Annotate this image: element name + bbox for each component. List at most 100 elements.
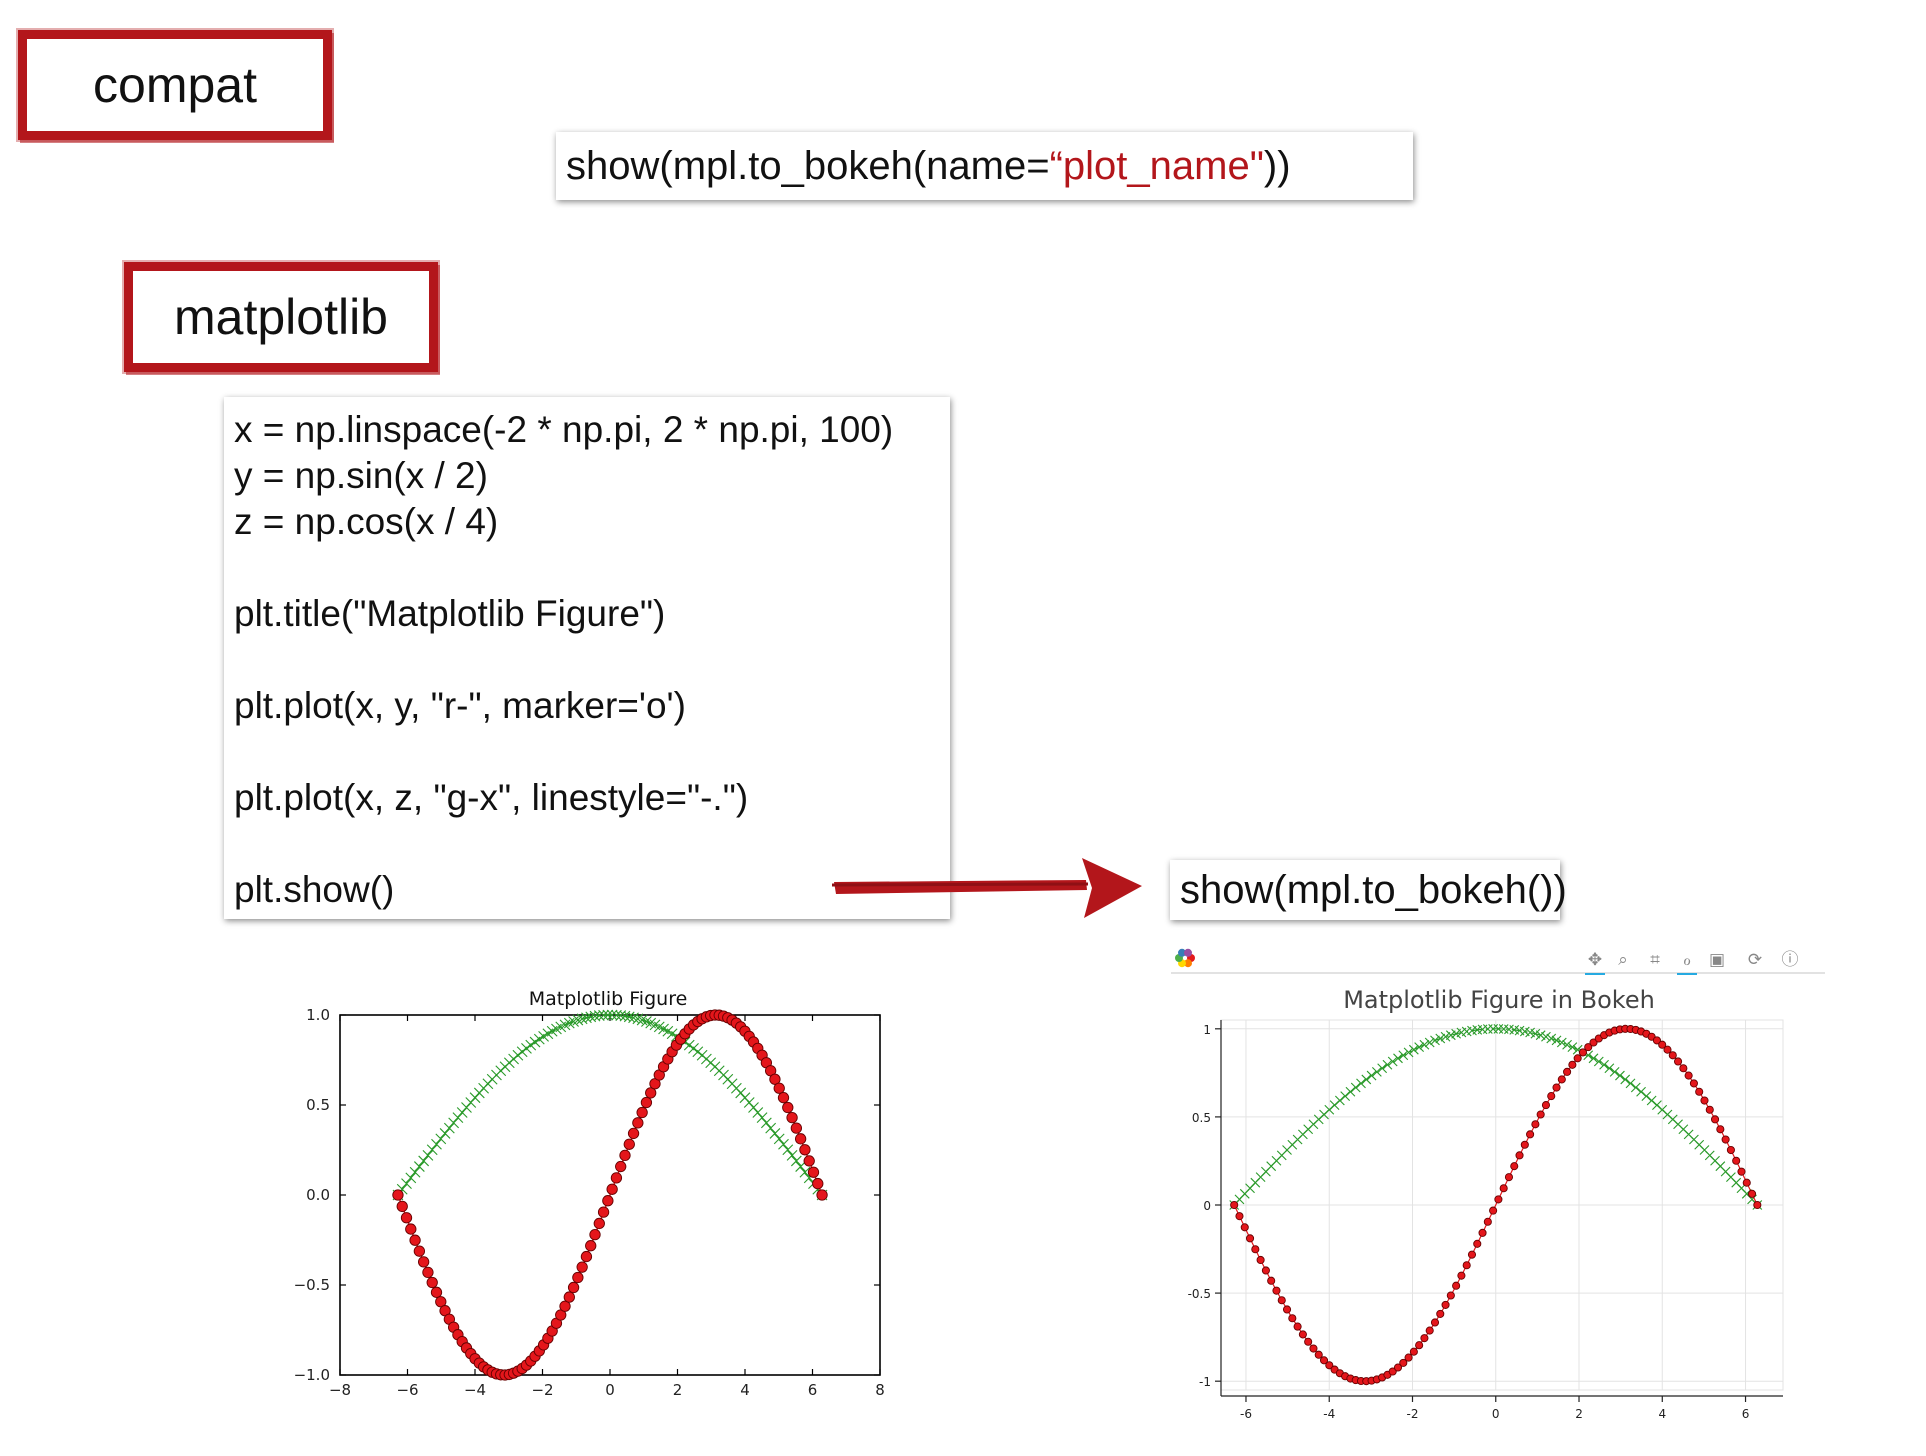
wheel-zoom-icon[interactable]: ⌕: [1618, 950, 1628, 970]
data-point-red: [1753, 1200, 1762, 1210]
matplotlib-label: matplotlib: [124, 262, 438, 372]
data-point-green: [1535, 1030, 1546, 1041]
data-point-green: [1599, 1059, 1609, 1070]
box-zoom-icon[interactable]: ⌗: [1650, 950, 1660, 970]
y-tick-label: -0.5: [1188, 1287, 1211, 1301]
data-point-red: [589, 1229, 601, 1241]
data-point-green: [418, 1155, 430, 1167]
data-point-red: [1499, 1184, 1508, 1193]
arrow-icon: [831, 858, 1142, 918]
data-point-red: [645, 1087, 657, 1099]
compat-label-text: compat: [93, 57, 257, 113]
x-tick-label: 2: [673, 1381, 683, 1399]
x-tick-label: 0: [1492, 1407, 1500, 1421]
data-point-green: [1625, 1078, 1636, 1089]
data-point-green: [401, 1178, 412, 1189]
data-point-red: [1319, 1356, 1329, 1365]
data-point-green: [786, 1149, 798, 1161]
data-point-red: [435, 1296, 447, 1308]
data-point-red: [803, 1155, 815, 1167]
data-point-red: [1309, 1344, 1318, 1353]
data-point-red: [1726, 1145, 1735, 1155]
data-point-red: [1689, 1079, 1698, 1088]
data-point-green: [598, 1009, 609, 1021]
data-point-red: [1245, 1234, 1255, 1243]
data-point-green: [1556, 1037, 1567, 1048]
code-line: plt.title("Matplotlib Figure"): [234, 593, 666, 634]
data-point-green: [1588, 1053, 1599, 1064]
pan-icon[interactable]: ✥: [1588, 950, 1602, 970]
data-point-red: [1652, 1036, 1661, 1045]
data-point-green: [773, 1133, 785, 1145]
data-point-green: [422, 1149, 434, 1161]
refresh-icon[interactable]: ⟳: [1748, 950, 1762, 970]
data-point-red: [1267, 1276, 1276, 1285]
data-point-red: [405, 1223, 417, 1235]
data-point-red: [1235, 1212, 1244, 1221]
data-point-red: [1489, 1206, 1498, 1215]
x-tick-label: 4: [740, 1381, 750, 1399]
data-point-green: [760, 1117, 772, 1129]
data-point-red: [1261, 1266, 1270, 1275]
data-point-green: [1356, 1078, 1366, 1089]
y-tick-label: −0.5: [294, 1276, 330, 1294]
data-point-red: [1272, 1286, 1281, 1295]
data-point-red: [1251, 1245, 1260, 1254]
data-point-green: [1615, 1070, 1625, 1081]
data-point-green: [1334, 1095, 1345, 1106]
data-point-green: [1419, 1039, 1430, 1050]
data-point-green: [1382, 1059, 1393, 1070]
data-point-green: [568, 1016, 579, 1027]
data-point-green: [1609, 1066, 1620, 1077]
data-point-red: [1710, 1115, 1720, 1124]
data-point-green: [443, 1122, 455, 1134]
data-point-red: [1314, 1350, 1323, 1359]
data-point-green: [439, 1128, 451, 1139]
data-point-green: [426, 1144, 438, 1156]
data-point-green: [1630, 1082, 1641, 1093]
data-point-red: [1388, 1367, 1397, 1376]
x-tick-label: 2: [1575, 1407, 1583, 1421]
data-point-red: [1415, 1341, 1424, 1350]
data-point-red: [1705, 1105, 1714, 1114]
data-point-red: [1240, 1223, 1249, 1232]
data-point-red: [426, 1276, 438, 1289]
data-point-green: [452, 1112, 464, 1124]
data-point-red: [640, 1096, 653, 1109]
data-point-green: [1377, 1063, 1388, 1074]
data-point-red: [409, 1234, 421, 1246]
data-point-red: [567, 1281, 580, 1294]
data-point-red: [1510, 1162, 1519, 1171]
data-point-green: [1440, 1031, 1451, 1042]
data-point-red: [1409, 1347, 1418, 1356]
y-tick-label: 1: [1203, 1023, 1211, 1037]
help-icon[interactable]: ⓘ: [1782, 950, 1799, 970]
data-point-red: [1467, 1250, 1477, 1259]
data-point-red: [1568, 1060, 1577, 1069]
snippet-call-start: show(mpl.to_bokeh(name=: [566, 143, 1050, 188]
data-point-red: [1526, 1130, 1535, 1139]
data-point-red: [1457, 1271, 1466, 1280]
y-tick-label: 1.0: [306, 1006, 330, 1024]
data-point-red: [1298, 1330, 1307, 1339]
data-point-red: [1393, 1363, 1403, 1372]
matplotlib-code-block: x = np.linspace(-2 * np.pi, 2 * np.pi, 1…: [224, 397, 950, 919]
data-point-green: [1567, 1042, 1578, 1053]
save-icon[interactable]: ▣: [1709, 950, 1725, 970]
y-tick-label: 0: [1203, 1199, 1211, 1213]
data-point-red: [1531, 1120, 1540, 1129]
data-point-green: [1350, 1082, 1361, 1093]
data-point-red: [1716, 1125, 1725, 1134]
data-point-green: [589, 1010, 601, 1022]
data-point-green: [1562, 1039, 1572, 1050]
data-point-red: [1256, 1255, 1265, 1265]
data-point-green: [606, 1009, 618, 1021]
data-point-red: [1441, 1300, 1450, 1309]
data-point-green: [769, 1128, 781, 1139]
to-bokeh-snippet: show(mpl.to_bokeh()): [1170, 860, 1567, 920]
data-point-green: [778, 1138, 789, 1150]
data-point-red: [1483, 1217, 1492, 1226]
reset-zoom-icon[interactable]: ℴ: [1683, 950, 1691, 970]
data-point-green: [516, 1046, 528, 1058]
data-point-green: [1408, 1044, 1419, 1055]
